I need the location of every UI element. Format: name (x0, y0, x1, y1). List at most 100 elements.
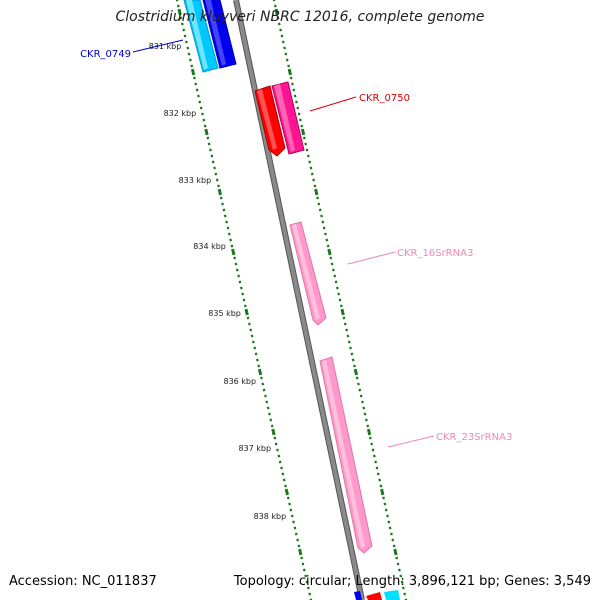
minor-tick (353, 364, 356, 368)
minor-tick (321, 220, 325, 224)
minor-tick (213, 166, 216, 170)
gene-CKR_0749-cyan[interactable] (183, 0, 219, 73)
tick-label: 833 kbp (179, 176, 212, 185)
minor-tick (308, 160, 311, 164)
minor-tick (382, 496, 385, 500)
minor-tick (219, 196, 223, 200)
major-tick (284, 488, 289, 496)
minor-tick (280, 34, 284, 38)
feature-label-CKR_0750[interactable]: CKR_0750 (309, 93, 410, 112)
tick-label: 831 kbp (149, 42, 182, 51)
major-tick (274, 8, 279, 16)
minor-tick (229, 238, 232, 242)
gene-bottom-red[interactable] (366, 592, 382, 600)
major-tick (393, 548, 398, 556)
minor-tick (252, 340, 255, 344)
accession-label: Accession: NC_011837 (9, 574, 157, 589)
minor-tick (182, 28, 186, 32)
minor-tick (276, 448, 279, 452)
gene-CKR_16SrRNA3[interactable] (289, 221, 327, 326)
minor-tick (185, 40, 188, 44)
minor-tick (193, 76, 196, 80)
minor-tick (274, 442, 278, 446)
minor-tick (248, 322, 251, 326)
minor-tick (235, 268, 239, 272)
gene-CKR_0750-magenta[interactable] (271, 81, 305, 155)
minor-tick (307, 154, 310, 158)
minor-tick (293, 526, 297, 530)
minor-tick (227, 232, 231, 236)
minor-tick (346, 334, 350, 338)
minor-tick (296, 538, 299, 542)
minor-tick (214, 172, 218, 176)
gene-bottom-cyan[interactable] (384, 590, 400, 600)
feature-label-CKR_16SrRNA3[interactable]: CKR_16SrRNA3 (347, 248, 473, 265)
major-tick (190, 68, 196, 76)
major-tick (177, 8, 182, 16)
minor-tick (308, 592, 311, 596)
minor-tick (261, 382, 265, 386)
minor-tick (379, 484, 383, 488)
minor-tick (281, 472, 285, 476)
minor-tick (179, 16, 183, 20)
minor-tick (297, 544, 301, 548)
minor-tick (241, 292, 244, 296)
minor-tick (317, 202, 321, 206)
minor-tick (357, 382, 360, 386)
minor-tick (303, 136, 306, 140)
minor-tick (202, 118, 206, 122)
minor-tick (242, 298, 246, 302)
minor-tick (318, 208, 322, 212)
gene-bottom-blue[interactable] (354, 591, 362, 600)
minor-tick (249, 328, 253, 332)
minor-tick (375, 466, 379, 470)
genome-summary: Topology: circular; Length: 3,896,121 bp… (233, 574, 591, 589)
minor-tick (386, 514, 389, 518)
minor-tick (210, 154, 214, 158)
gene-CKR_23SrRNA3[interactable] (319, 356, 373, 554)
minor-tick (300, 556, 303, 560)
minor-tick (355, 376, 359, 380)
major-tick (244, 308, 249, 316)
major-tick (298, 548, 303, 556)
gene-CKR_0750-red[interactable] (254, 85, 286, 157)
minor-tick (270, 424, 274, 428)
minor-tick (345, 328, 348, 332)
feature-label-text: CKR_0749 (80, 49, 131, 60)
major-tick (257, 368, 263, 376)
minor-tick (274, 4, 277, 8)
minor-tick (342, 316, 346, 320)
feature-label-CKR_23SrRNA3[interactable]: CKR_23SrRNA3 (387, 432, 512, 448)
minor-tick (309, 166, 313, 170)
minor-tick (383, 502, 387, 506)
minor-tick (293, 94, 297, 98)
minor-tick (322, 226, 326, 230)
minor-tick (286, 496, 290, 500)
minor-tick (280, 466, 283, 470)
minor-tick (197, 94, 200, 98)
minor-tick (359, 394, 363, 398)
minor-tick (276, 16, 280, 20)
minor-tick (370, 442, 373, 446)
minor-tick (253, 346, 257, 350)
minor-tick (203, 124, 207, 128)
feature-label-text: CKR_16SrRNA3 (397, 248, 473, 259)
minor-tick (316, 196, 319, 200)
minor-tick (299, 118, 302, 122)
minor-tick (264, 394, 267, 398)
minor-tick (207, 142, 211, 146)
minor-tick (392, 544, 396, 548)
minor-tick (195, 88, 199, 92)
minor-tick (373, 454, 376, 458)
minor-tick (250, 334, 254, 338)
major-tick (204, 128, 209, 136)
scale-rails (175, 0, 408, 600)
minor-tick (334, 280, 338, 284)
feature-label-CKR_0749[interactable]: CKR_0749 (80, 39, 184, 60)
minor-tick (268, 412, 271, 416)
minor-tick (198, 100, 202, 104)
gene-CKR_0749-blue[interactable] (202, 0, 237, 69)
minor-tick (349, 346, 352, 350)
minor-tick (350, 352, 354, 356)
